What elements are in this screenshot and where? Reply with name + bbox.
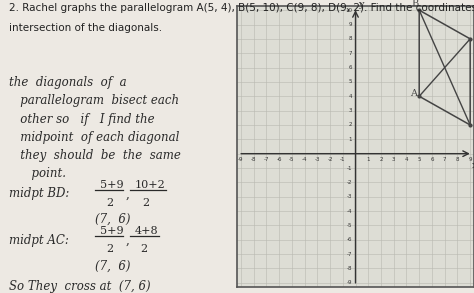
Text: midpoint  of each diagonal: midpoint of each diagonal (9, 131, 180, 144)
Text: 7: 7 (443, 157, 447, 162)
Text: -3: -3 (347, 194, 352, 199)
Text: 5+9: 5+9 (100, 226, 123, 236)
Text: -8: -8 (251, 157, 256, 162)
Text: other so   if   I find the: other so if I find the (9, 113, 155, 125)
Text: they  should  be  the  same: they should be the same (9, 149, 182, 162)
Text: 1: 1 (366, 157, 370, 162)
Text: A: A (410, 89, 417, 98)
Text: -1: -1 (347, 166, 352, 171)
Text: So They  cross at  (7, 6): So They cross at (7, 6) (9, 280, 151, 293)
Text: -5: -5 (289, 157, 294, 162)
Text: y: y (358, 0, 364, 9)
Text: ,: , (126, 234, 129, 247)
Text: 10+2: 10+2 (135, 180, 166, 190)
Text: 2: 2 (379, 157, 383, 162)
Text: 8: 8 (456, 157, 459, 162)
Text: -4: -4 (347, 209, 352, 214)
Text: intersection of the diagonals.: intersection of the diagonals. (9, 23, 163, 33)
Text: -6: -6 (347, 237, 352, 242)
Text: -2: -2 (347, 180, 352, 185)
Text: 3: 3 (392, 157, 395, 162)
Text: 8: 8 (349, 36, 352, 41)
Text: 7: 7 (349, 51, 352, 56)
Text: -4: -4 (302, 157, 307, 162)
Text: 3: 3 (349, 108, 352, 113)
Text: -6: -6 (276, 157, 282, 162)
Text: -3: -3 (315, 157, 320, 162)
Text: 4: 4 (405, 157, 408, 162)
Text: 9: 9 (468, 157, 472, 162)
Text: 2. Rachel graphs the parallelogram A(5, 4), B(5, 10), C(9, 8), D(9, 2). Find the: 2. Rachel graphs the parallelogram A(5, … (9, 3, 474, 13)
Text: -7: -7 (347, 252, 352, 257)
Text: 5: 5 (349, 79, 352, 84)
Text: 6: 6 (430, 157, 434, 162)
Text: (7,  6): (7, 6) (95, 260, 130, 272)
Text: 1: 1 (349, 137, 352, 142)
Text: 2: 2 (107, 197, 114, 208)
Text: -9: -9 (347, 280, 352, 285)
Text: point.: point. (9, 167, 66, 180)
Text: 4: 4 (349, 94, 352, 99)
Text: 5: 5 (418, 157, 421, 162)
Text: the  diagonals  of  a: the diagonals of a (9, 76, 127, 89)
Text: midpt AC:: midpt AC: (9, 234, 73, 247)
Text: ,: , (126, 187, 129, 200)
Text: 2: 2 (107, 244, 114, 254)
Text: -1: -1 (340, 157, 346, 162)
Text: -8: -8 (347, 266, 352, 271)
Text: 2: 2 (349, 122, 352, 127)
Text: 6: 6 (349, 65, 352, 70)
Text: midpt BD:: midpt BD: (9, 187, 73, 200)
Text: -9: -9 (238, 157, 244, 162)
Text: -5: -5 (347, 223, 352, 228)
Text: x: x (472, 161, 474, 170)
Text: (7,  6): (7, 6) (95, 213, 130, 226)
Text: B: B (411, 0, 419, 8)
Text: 2: 2 (142, 197, 149, 208)
Text: -2: -2 (327, 157, 333, 162)
Text: parallelogram  bisect each: parallelogram bisect each (9, 94, 180, 108)
Text: 5+9: 5+9 (100, 180, 123, 190)
Text: -7: -7 (264, 157, 269, 162)
Text: 9: 9 (349, 22, 352, 27)
Text: 10: 10 (346, 8, 352, 13)
Text: 4+8: 4+8 (135, 226, 159, 236)
Text: 2: 2 (140, 244, 147, 254)
